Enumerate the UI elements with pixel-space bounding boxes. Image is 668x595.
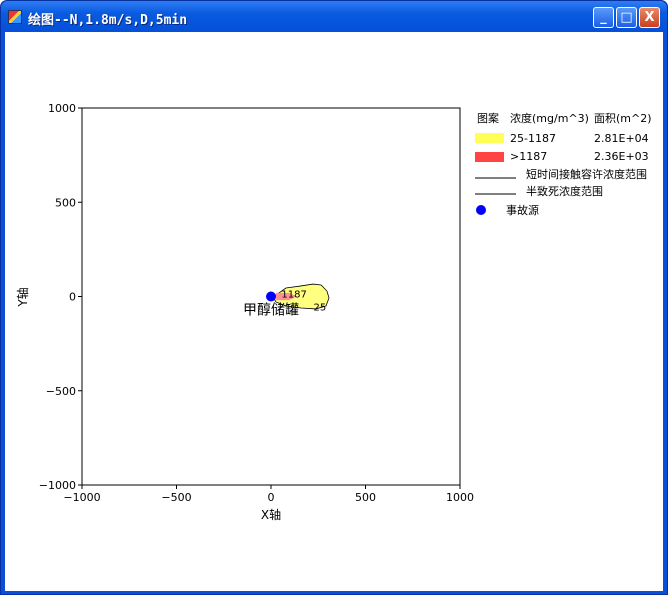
x-tick-label: 1000: [446, 491, 474, 504]
legend-range: 25-1187: [510, 132, 556, 145]
plume-chart: 甲醇储罐 1187 25 −1000 −500 0 500 1000 1000 500 0 −500…: [15, 102, 652, 522]
maximize-button[interactable]: □: [616, 7, 637, 28]
y-tick-label: 500: [55, 196, 76, 209]
legend-header-pattern: 图案: [477, 111, 499, 125]
legend-area: 2.36E+03: [594, 150, 649, 163]
source-point: [266, 291, 276, 302]
close-button[interactable]: X: [639, 7, 660, 28]
x-tick-label: −500: [161, 491, 191, 504]
y-tick-label: −1000: [39, 479, 76, 492]
x-tick-label: 500: [355, 491, 376, 504]
x-axis-label: X轴: [261, 507, 281, 522]
title-bar[interactable]: 绘图--N,1.8m/s,D,5min _ □ X: [1, 1, 667, 31]
y-tick-label: 1000: [48, 102, 76, 115]
minimize-button[interactable]: _: [593, 7, 614, 28]
legend-area: 2.81E+04: [594, 132, 649, 145]
legend-range: >1187: [510, 150, 547, 163]
x-tick-label: −1000: [63, 491, 100, 504]
contour-annotation: 25: [314, 303, 327, 314]
legend-header-area: 面积(m^2): [594, 112, 652, 125]
y-axis-label: Y轴: [15, 287, 30, 307]
legend-source-dot-icon: [476, 205, 486, 215]
y-tick-label: 0: [69, 291, 76, 304]
legend-swatch-red: [475, 152, 504, 162]
legend: 图案 浓度(mg/m^3) 面积(m^2) 25-1187 2.81E+04 >…: [475, 111, 652, 217]
legend-line-label: 短时间接触容许浓度范围: [526, 167, 647, 181]
legend-line-label: 半致死浓度范围: [526, 184, 603, 198]
legend-swatch-yellow: [475, 133, 504, 143]
x-tick-label: 0: [268, 491, 275, 504]
app-icon: [8, 10, 22, 24]
legend-source-label: 事故源: [506, 203, 539, 217]
client-area: 甲醇储罐 1187 25 −1000 −500 0 500 1000 1000 500 0 −500…: [5, 32, 663, 591]
y-tick-label: −500: [46, 385, 76, 398]
window-title: 绘图--N,1.8m/s,D,5min: [28, 13, 188, 28]
contour-25: [272, 283, 330, 310]
contour-1187: [275, 292, 298, 301]
legend-header-conc: 浓度(mg/m^3): [510, 111, 589, 125]
contour-annotation: 1187: [281, 289, 306, 300]
source-label: 甲醇储罐: [243, 302, 299, 319]
